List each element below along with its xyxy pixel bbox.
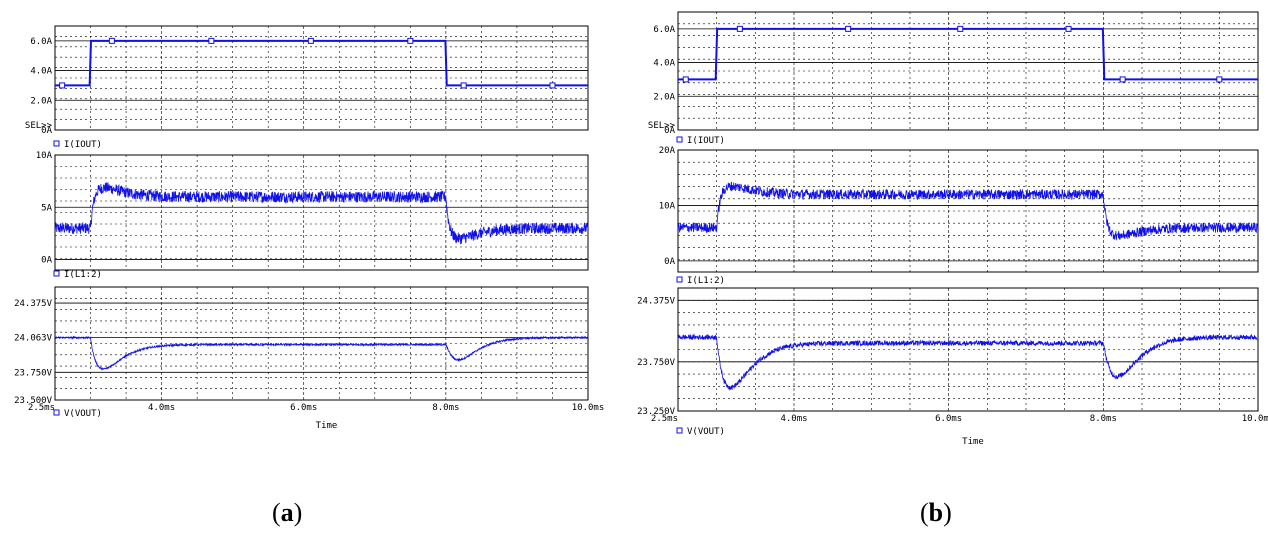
series-label: I(L1:2) — [64, 270, 102, 280]
subplot-1: 0A 2.0A 4.0A 6.0A I(IOUT) — [653, 11, 1259, 146]
x-tick-label: 10.0ms — [1242, 414, 1268, 424]
y-tick-label: 23.750V — [637, 358, 676, 368]
y-tick-label: 10A — [36, 151, 53, 161]
subplot-3: 23.500V 23.750V 24.063V 24.375V V(VOUT) — [14, 286, 589, 419]
data-marker — [307, 37, 314, 44]
y-tick-label: 23.750V — [14, 368, 53, 378]
series-trace — [677, 333, 1259, 391]
series-trace — [678, 27, 1258, 81]
data-marker — [1119, 76, 1126, 83]
series-label: V(VOUT) — [687, 427, 725, 437]
legend-marker — [676, 427, 683, 434]
x-tick-label: 4.0ms — [148, 403, 175, 413]
y-tick-label: 0A — [664, 126, 675, 136]
subplot-3: 23.250V 23.750V 24.375V V(VOUT) — [637, 287, 1259, 437]
y-tick-label: 24.375V — [14, 299, 53, 309]
x-axis-label: Time — [962, 437, 984, 447]
y-tick-label: 4.0A — [30, 67, 52, 77]
y-tick-label: 0A — [664, 257, 675, 267]
series-label: I(IOUT) — [687, 136, 725, 146]
x-tick-label: 8.0ms — [1090, 414, 1117, 424]
y-tick-label: 23.250V — [637, 407, 676, 417]
y-tick-label: 4.0A — [653, 59, 675, 69]
series-trace — [54, 182, 589, 245]
x-axis-label: Time — [316, 421, 338, 431]
y-tick-label: 0A — [41, 126, 52, 136]
x-tick-label: 6.0ms — [935, 414, 962, 424]
series-trace — [54, 335, 589, 371]
y-tick-label: 0A — [41, 256, 52, 266]
legend-marker — [53, 270, 60, 277]
subplot-2: 0A 5A 10A I(L1:2) — [36, 151, 589, 280]
legend-marker — [676, 276, 683, 283]
x-tick-label: 10.0ms — [572, 403, 605, 413]
sel-label: SEL>> — [25, 121, 53, 131]
series-label: I(IOUT) — [64, 140, 102, 150]
subplot-2: 0A 10A 20A I(L1:2) — [659, 146, 1259, 286]
y-tick-label: 6.0A — [653, 25, 675, 35]
data-marker — [108, 37, 115, 44]
caption-b: (b) — [920, 498, 952, 527]
y-tick-label: 23.500V — [14, 396, 53, 406]
data-marker — [460, 82, 467, 89]
y-tick-label: 2.0A — [653, 92, 675, 102]
caption-a: (a) — [272, 498, 303, 527]
legend-marker — [53, 409, 60, 416]
legend-marker — [676, 136, 683, 143]
y-tick-label: 24.063V — [14, 334, 53, 344]
data-marker — [549, 82, 556, 89]
data-marker — [845, 25, 852, 32]
chart-a: 0A 2.0A 4.0A 6.0A I(IOUT) 0A 5A 10A I(L1:2) 23.50… — [14, 25, 605, 431]
chart-b: 0A2.0A4.0A6.0AI(IOUT)0A10A20AI(L1:2)23.2… — [637, 11, 1268, 447]
y-tick-label: 24.375V — [637, 296, 676, 306]
x-tick-label: 6.0ms — [290, 403, 317, 413]
y-tick-label: 10A — [659, 201, 676, 211]
y-tick-label: 2.0A — [30, 96, 52, 106]
legend-marker — [53, 140, 60, 147]
data-marker — [407, 37, 414, 44]
x-tick-label: 2.5ms — [28, 403, 55, 413]
data-marker — [208, 37, 215, 44]
data-marker — [736, 25, 743, 32]
series-label: V(VOUT) — [64, 409, 102, 419]
sel-label: SEL>> — [648, 121, 676, 131]
data-marker — [1065, 25, 1072, 32]
x-tick-label: 4.0ms — [780, 414, 807, 424]
subplot-1: 0A 2.0A 4.0A 6.0A I(IOUT) — [30, 25, 589, 150]
series-trace — [55, 39, 588, 87]
y-tick-label: 6.0A — [30, 37, 52, 47]
series-label: I(L1:2) — [687, 276, 725, 286]
data-marker — [1216, 76, 1223, 83]
x-tick-label: 2.5ms — [651, 414, 678, 424]
y-tick-label: 20A — [659, 146, 676, 156]
data-marker — [59, 82, 66, 89]
series-trace — [677, 181, 1259, 241]
data-marker — [682, 76, 689, 83]
data-marker — [957, 25, 964, 32]
x-tick-label: 8.0ms — [432, 403, 459, 413]
y-tick-label: 5A — [41, 203, 52, 213]
